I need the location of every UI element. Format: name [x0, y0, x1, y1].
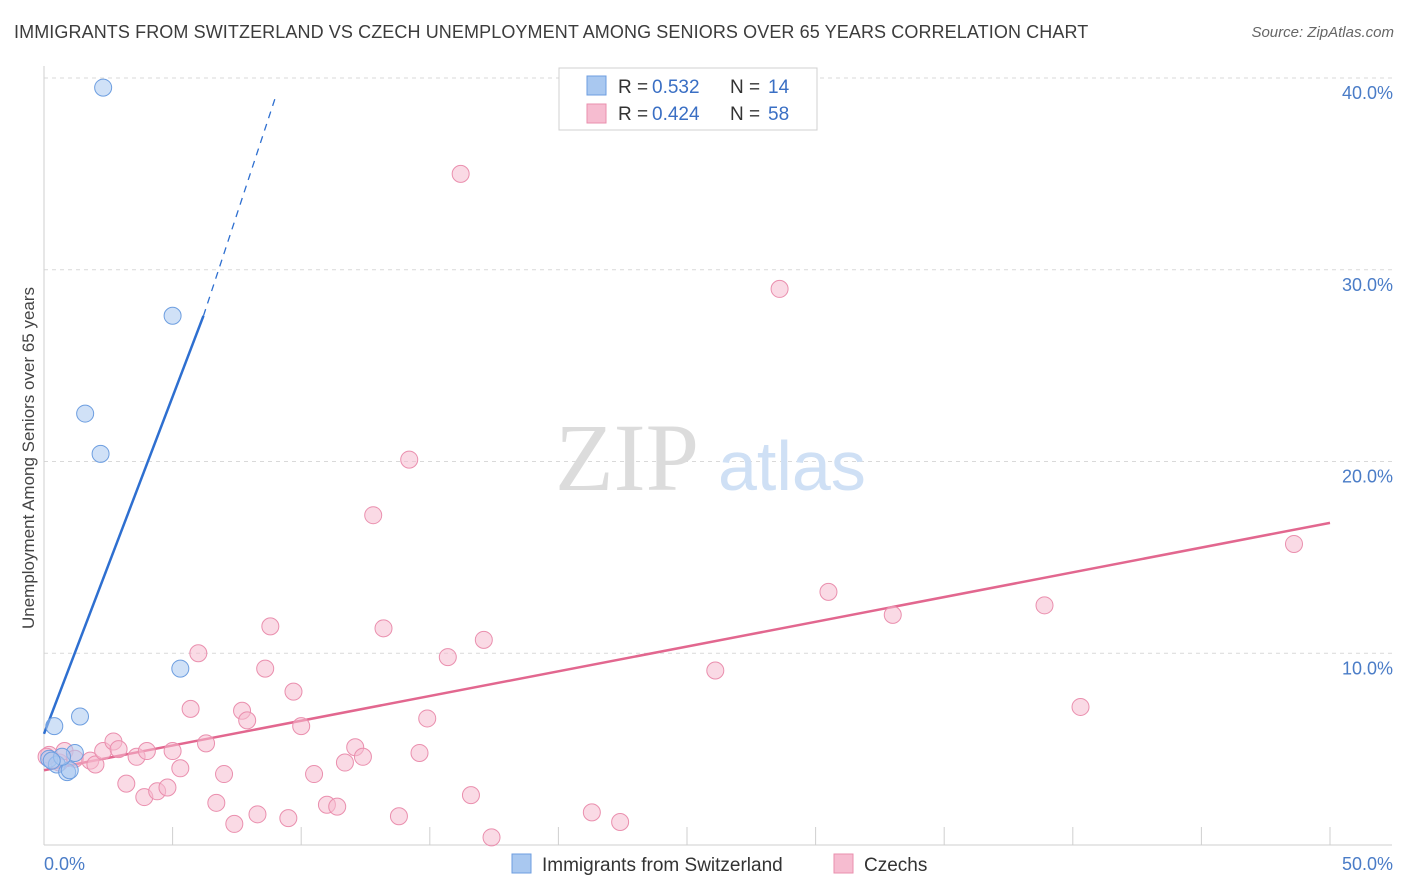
legend-swatch-czechs [586, 103, 607, 124]
point-czechs [438, 648, 457, 667]
trendline-czechs [43, 521, 1331, 772]
trend-layer [42, 96, 1331, 772]
bottom-legend: Immigrants from Switzerland Czechs [511, 853, 927, 876]
point-czechs [418, 709, 437, 728]
point-czechs [292, 717, 311, 736]
point-czechs [207, 793, 226, 812]
point-czechs [197, 734, 216, 753]
bottom-legend-swatch-czechs [833, 853, 854, 874]
point-czechs [109, 740, 128, 759]
point-czechs [389, 807, 408, 826]
point-czechs [335, 753, 354, 772]
point-switzerland [171, 659, 190, 678]
point-czechs [770, 279, 789, 298]
point-czechs [215, 765, 234, 784]
bottom-legend-swatch-switzerland [511, 853, 532, 874]
point-czechs [582, 803, 601, 822]
point-czechs [364, 506, 383, 525]
trendline-switzerland-extension [202, 96, 277, 316]
point-czechs [883, 605, 902, 624]
y-tick-label: 40.0% [1342, 83, 1393, 103]
point-czechs [374, 619, 393, 638]
legend-box: R = 0.532 N = 14 R = 0.424 N = 58 [558, 67, 818, 131]
point-czechs [171, 759, 190, 778]
point-czechs [137, 742, 156, 761]
point-czechs [248, 805, 267, 824]
legend-r-label-2: R = [618, 104, 648, 125]
point-czechs [400, 450, 419, 469]
bottom-legend-label-switzerland: Immigrants from Switzerland [542, 855, 783, 876]
point-switzerland [76, 404, 95, 423]
point-switzerland [60, 761, 79, 780]
point-czechs [189, 644, 208, 663]
point-czechs [86, 755, 105, 774]
point-czechs [238, 711, 257, 730]
legend-n-value-2: 58 [768, 104, 789, 125]
point-switzerland [94, 78, 113, 97]
point-czechs [482, 828, 501, 847]
legend-n-value-1: 14 [768, 77, 790, 98]
point-czechs [1035, 596, 1054, 615]
points-layer [37, 78, 1303, 847]
point-switzerland [42, 751, 61, 770]
point-czechs [461, 786, 480, 805]
bottom-legend-label-czechs: Czechs [864, 855, 927, 876]
source-label: Source: ZipAtlas.com [1251, 24, 1394, 41]
chart-title: IMMIGRANTS FROM SWITZERLAND VS CZECH UNE… [14, 22, 1089, 42]
point-czechs [163, 742, 182, 761]
point-czechs [261, 617, 280, 636]
grid-layer [44, 77, 1392, 654]
point-czechs [474, 630, 493, 649]
point-switzerland [45, 717, 64, 736]
point-czechs [706, 661, 725, 680]
y-tick-label: 30.0% [1342, 275, 1393, 295]
point-czechs [353, 747, 372, 766]
x-tick-label-max: 50.0% [1342, 854, 1393, 874]
point-switzerland [163, 306, 182, 325]
point-czechs [410, 743, 429, 762]
axis-layer: 10.0% 20.0% 30.0% 40.0% 0.0% 50.0% [43, 66, 1393, 874]
point-switzerland [91, 444, 110, 463]
point-czechs [328, 797, 347, 816]
point-czechs [1284, 534, 1303, 553]
y-axis-label: Unemployment Among Seniors over 65 years [19, 287, 38, 629]
point-czechs [279, 809, 298, 828]
point-czechs [611, 812, 630, 831]
legend-swatch-switzerland [586, 75, 607, 96]
point-czechs [819, 582, 838, 601]
watermark-atlas: atlas [718, 427, 866, 505]
point-czechs [284, 682, 303, 701]
point-czechs [158, 778, 177, 797]
legend-n-label-2: N = [730, 104, 760, 125]
point-czechs [451, 164, 470, 183]
y-tick-label: 20.0% [1342, 467, 1393, 487]
point-czechs [305, 765, 324, 784]
point-czechs [256, 659, 275, 678]
legend-r-value-2: 0.424 [652, 104, 700, 125]
point-czechs [181, 699, 200, 718]
legend-r-label-1: R = [618, 77, 648, 98]
y-tick-label: 10.0% [1342, 658, 1393, 678]
point-czechs [225, 814, 244, 833]
legend-r-value-1: 0.532 [652, 77, 700, 98]
legend-n-label-1: N = [730, 77, 760, 98]
point-switzerland [71, 707, 90, 726]
trendline-switzerland [42, 315, 205, 735]
point-czechs [1071, 697, 1090, 716]
watermark-zip: ZIP [555, 404, 699, 511]
point-czechs [117, 774, 136, 793]
x-tick-label-min: 0.0% [44, 854, 85, 874]
